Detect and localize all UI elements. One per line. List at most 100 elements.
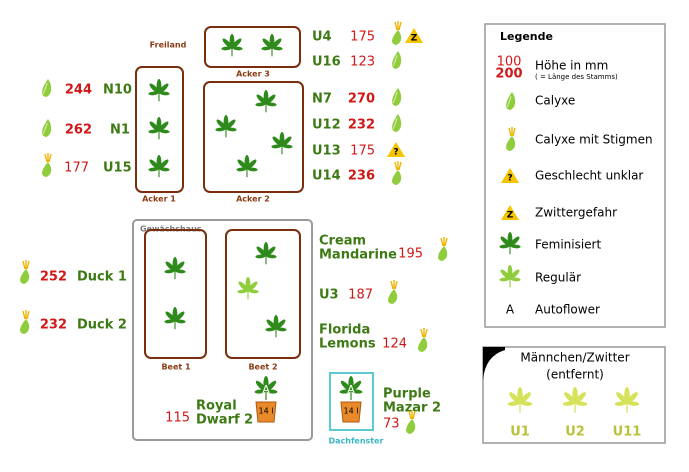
- field: [204, 26, 301, 68]
- cannabis-leaf: [261, 34, 283, 57]
- plant-name: U13: [312, 144, 341, 159]
- legend-label: Autoflower: [535, 303, 600, 317]
- area-label: Acker 2: [236, 195, 270, 204]
- plant-name: N1: [110, 123, 130, 138]
- plant-name: Dwarf 2: [196, 413, 253, 428]
- plant-name: U15: [103, 161, 132, 176]
- bed: [225, 229, 301, 359]
- area-label: Freiland: [150, 41, 187, 50]
- plant-height: 73: [383, 417, 400, 432]
- cannabis-leaf: [499, 265, 521, 288]
- plant-name: U12: [312, 118, 341, 133]
- pot: [255, 401, 277, 423]
- cannabis-leaf: [221, 34, 243, 57]
- legend-height-example: 100: [497, 55, 522, 70]
- cannabis-leaf: [236, 155, 258, 178]
- legend-box: [484, 23, 666, 328]
- calyx-icon: [391, 50, 402, 70]
- plant-name: Lemons: [319, 337, 376, 352]
- triangle-letter: Z: [507, 211, 514, 221]
- legend-label: Feminisiert: [535, 238, 601, 252]
- plant-name: Mandarine: [319, 248, 397, 263]
- plant-height: 252: [40, 270, 67, 285]
- legend-label: Calyxe mit Stigmen: [535, 133, 653, 147]
- area-label: Acker 1: [142, 195, 176, 204]
- plant-height: 123: [350, 55, 375, 70]
- plant-height: 244: [65, 83, 92, 98]
- legend-letter: A: [506, 303, 515, 317]
- warning-triangle: [501, 205, 519, 220]
- plant-height: 177: [64, 161, 89, 176]
- removed-title: (entfernt): [546, 368, 604, 382]
- legend-height-example: 200: [495, 67, 522, 82]
- plant-height: 124: [382, 337, 407, 352]
- area-label: Acker 3: [236, 70, 270, 79]
- plant-height: 115: [165, 411, 190, 426]
- cannabis-leaf: [507, 387, 533, 413]
- removed-box: [482, 346, 666, 444]
- legend-label: Regulär: [535, 271, 581, 285]
- cannabis-leaf: [255, 90, 277, 113]
- greenhouse: [132, 219, 313, 441]
- plant-name: U4: [312, 30, 332, 45]
- legend-label: Geschlecht unklar: [535, 169, 643, 183]
- plant-height: 187: [348, 288, 373, 303]
- plant-height: 270: [348, 92, 375, 107]
- cannabis-leaf: [499, 232, 521, 255]
- legend-note: ( = Länge des Stamms): [535, 73, 618, 81]
- triangle-letter: ?: [507, 174, 512, 184]
- stigma-icon: [417, 327, 428, 353]
- removed-name: U1: [510, 425, 530, 440]
- bed: [144, 229, 207, 359]
- auto-letter: A: [262, 383, 270, 396]
- removed-name: U11: [613, 425, 642, 440]
- removed-title: Männchen/Zwitter: [520, 351, 629, 365]
- plant-height: 262: [65, 123, 92, 138]
- cannabis-leaf: [164, 257, 186, 280]
- calyx-icon: [391, 87, 402, 107]
- plant-name: Florida: [319, 323, 370, 338]
- plant-height: 195: [398, 247, 423, 262]
- warning-triangle: [387, 142, 405, 157]
- calyx-icon: [41, 78, 52, 98]
- stigma-icon: [391, 20, 402, 46]
- cannabis-leaf: [148, 79, 170, 102]
- pot-label: 14 l: [259, 407, 274, 416]
- removed-name: U2: [565, 425, 585, 440]
- warning-triangle: [405, 28, 423, 43]
- stigma-icon: [387, 279, 398, 305]
- cannabis-leaf: [215, 115, 237, 138]
- cannabis-leaf: [265, 315, 287, 338]
- plant-name: Mazar 2: [383, 401, 441, 416]
- warning-triangle: [501, 168, 519, 183]
- plant-name: U3: [319, 288, 339, 303]
- area-label: Beet 2: [248, 363, 277, 372]
- plant-name: Royal: [196, 399, 237, 414]
- field: [203, 81, 304, 193]
- area-label: Beet 1: [161, 363, 191, 372]
- calyx-icon: [391, 113, 402, 133]
- area-label: Dachfenster: [328, 437, 383, 446]
- cannabis-leaf: [148, 155, 170, 178]
- plant-name: Purple: [383, 387, 431, 402]
- stigma-icon: [19, 259, 30, 285]
- cannabis-leaf: [271, 132, 293, 155]
- cannabis-leaf: [148, 117, 170, 140]
- field: [135, 66, 184, 193]
- corner-band: [483, 347, 505, 380]
- plant-name: Duck 2: [77, 318, 127, 333]
- stigma-icon: [437, 236, 448, 262]
- legend-title: Legende: [500, 30, 553, 43]
- plant-name: N10: [103, 83, 132, 98]
- plant-name: Duck 1: [77, 270, 127, 285]
- triangle-letter: ?: [393, 148, 398, 158]
- plant-height: 175: [350, 144, 375, 159]
- stigma-icon: [505, 126, 516, 152]
- cannabis-leaf: [614, 387, 640, 413]
- plant-name: N7: [312, 92, 332, 107]
- pot: [340, 401, 362, 423]
- skylight: [329, 372, 374, 431]
- plant-height: 175: [350, 30, 375, 45]
- cannabis-leaf: [562, 387, 588, 413]
- legend-label: Zwittergefahr: [535, 206, 617, 220]
